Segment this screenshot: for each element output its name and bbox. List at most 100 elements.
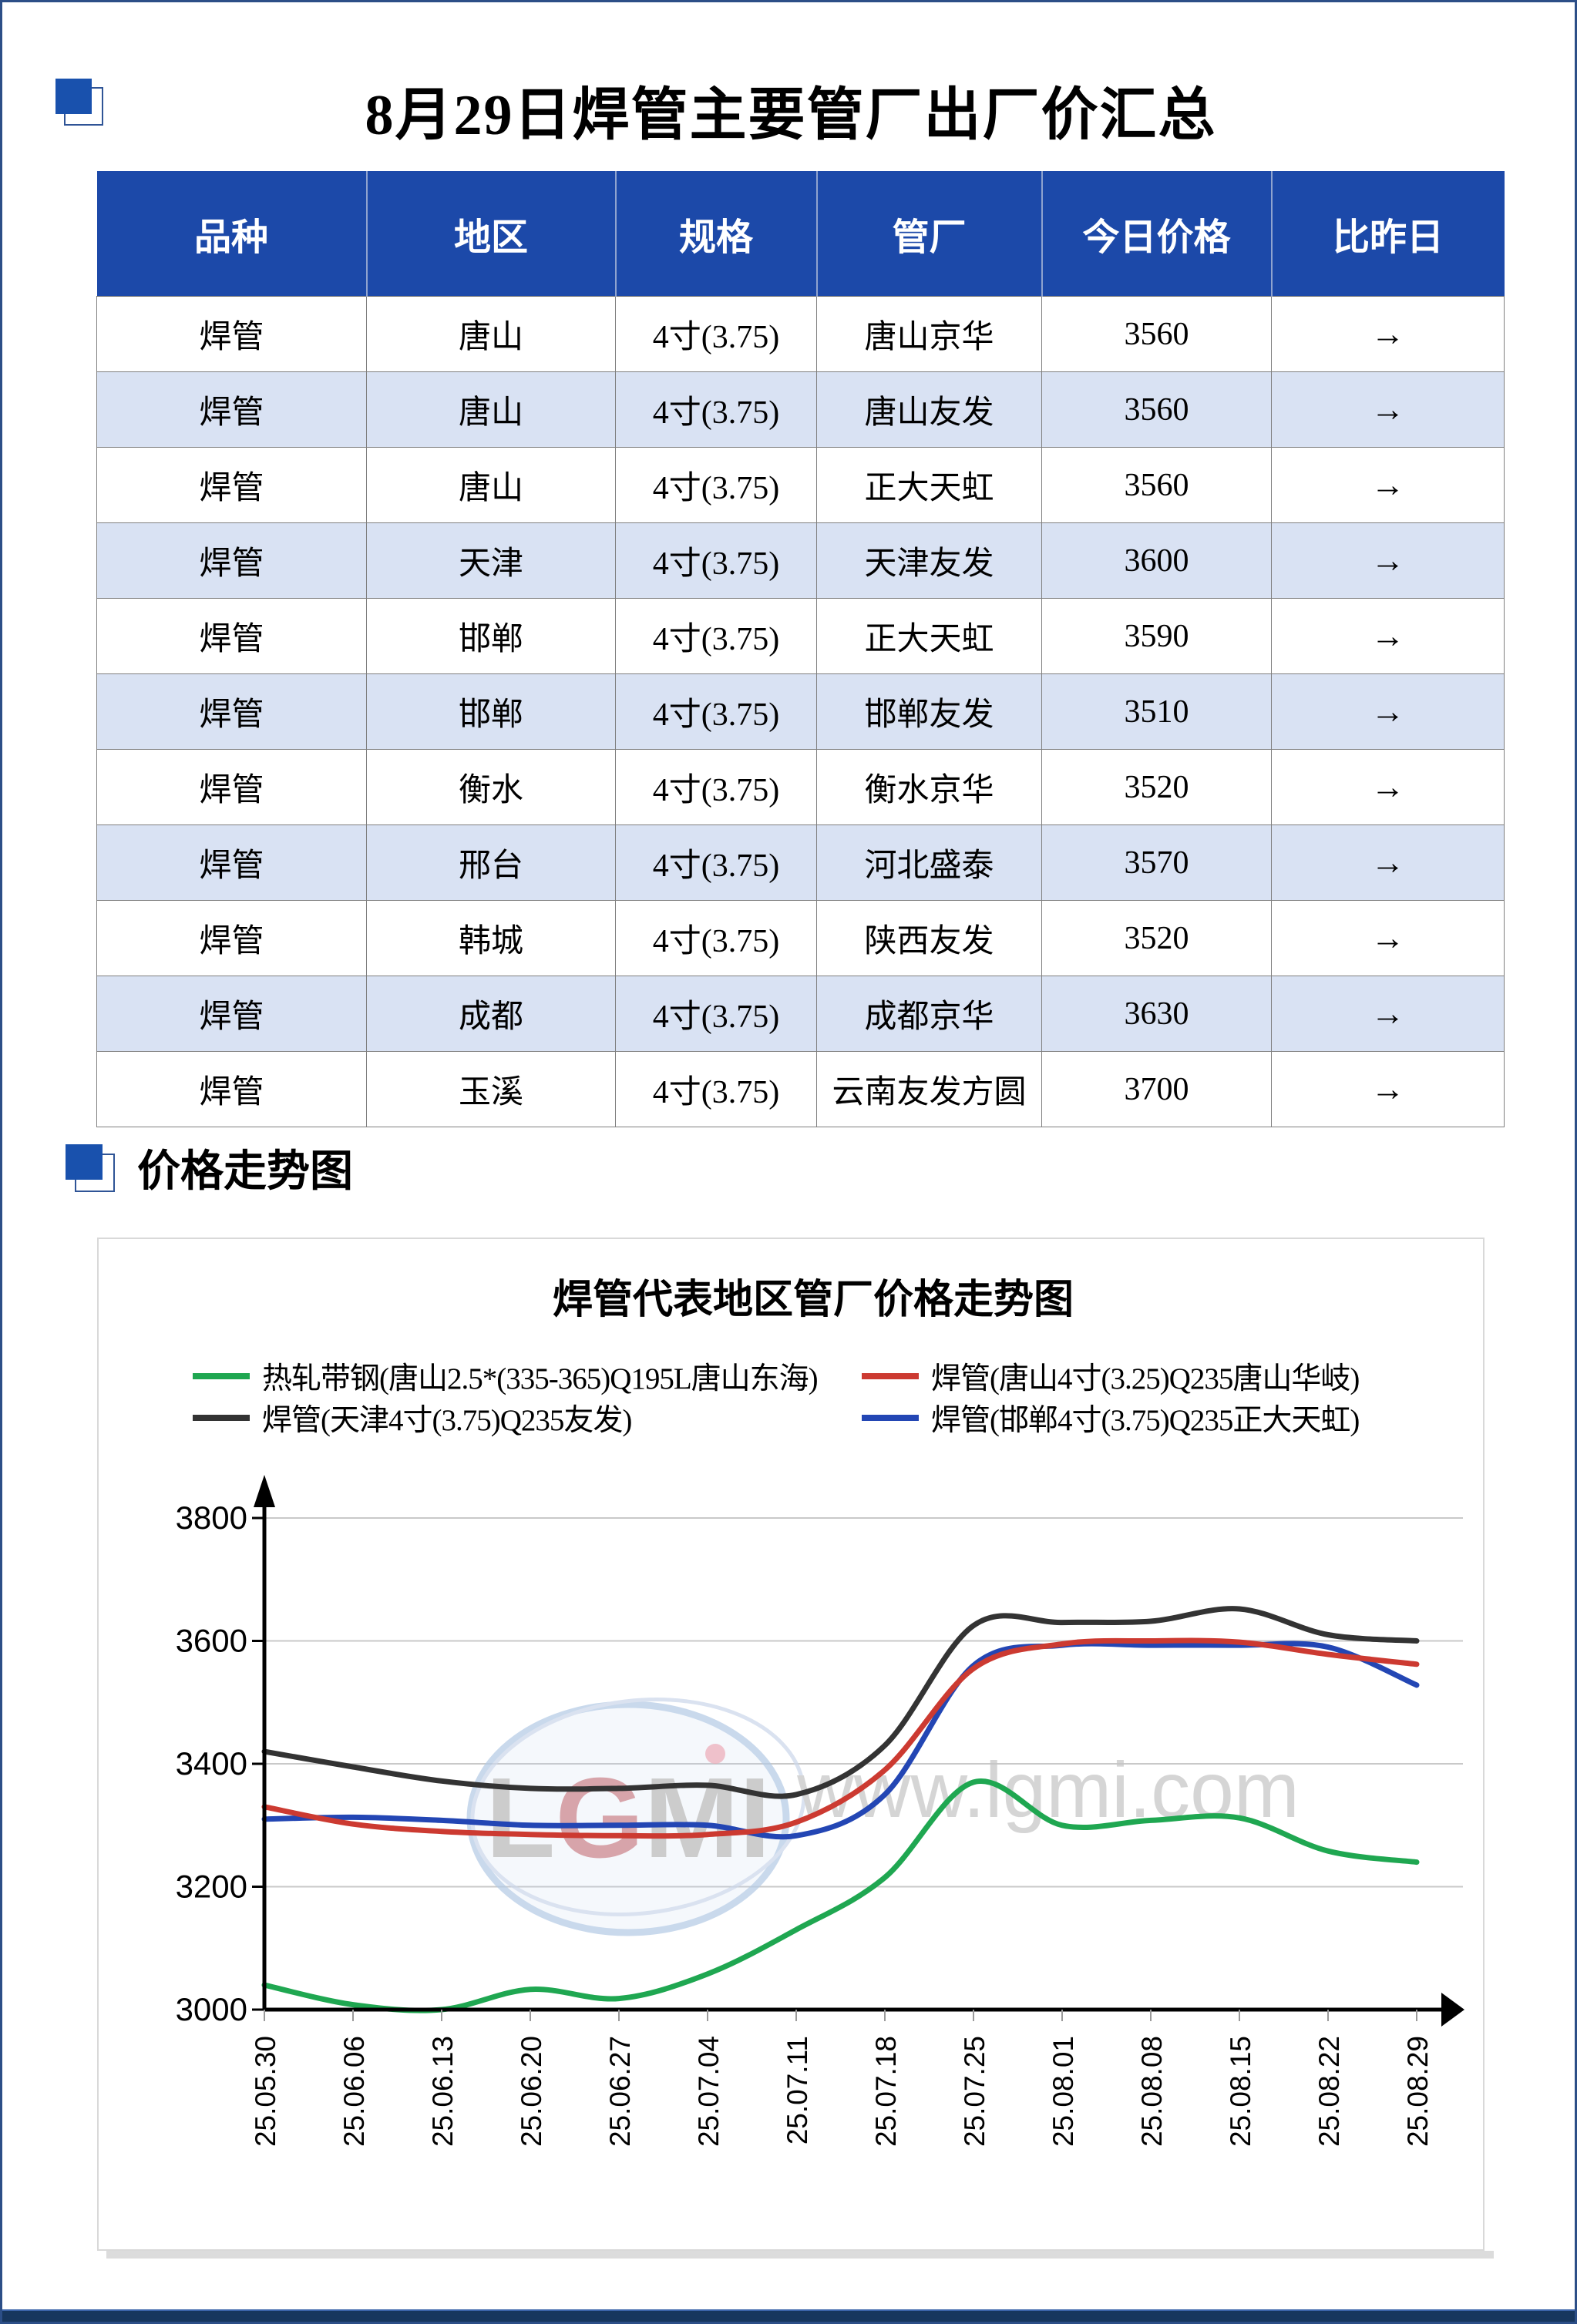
- y-tick-label: 3200: [176, 1869, 247, 1905]
- series-line: [261, 1606, 1420, 1799]
- table-cell: 4寸(3.75): [615, 1051, 817, 1127]
- table-row: 焊管 韩城 4寸(3.75) 陕西友发 3520 →: [96, 900, 1505, 976]
- table-header: 品种 地区 规格 管厂 今日价格 比昨日: [96, 171, 1505, 297]
- table-cell: 3520: [1041, 900, 1272, 976]
- series-line: [261, 1641, 1420, 1840]
- x-tick-label: 25.05.30: [250, 2036, 281, 2147]
- table-cell: 4寸(3.75): [615, 296, 817, 372]
- legend-item: 焊管(天津4寸(3.75)Q235友发): [193, 1399, 632, 1437]
- x-tick-label: 25.07.11: [782, 2036, 813, 2144]
- table-cell: 4寸(3.75): [615, 976, 817, 1052]
- table-cell: 焊管: [96, 1051, 367, 1127]
- table-cell: 云南友发方圆: [816, 1051, 1042, 1127]
- table-cell: 3520: [1041, 749, 1272, 825]
- x-tick-label: 25.08.22: [1313, 2036, 1345, 2147]
- legend-line-swatch: [193, 1373, 250, 1379]
- chart-title: 焊管代表地区管厂价格走势图: [552, 1278, 1074, 1322]
- table-cell: 3570: [1041, 824, 1272, 901]
- price-trend-chart-card: 焊管代表地区管厂价格走势图 热轧带钢(唐山2.5*(335-365)Q195L唐…: [97, 1238, 1485, 2251]
- table-cell: 衡水京华: [816, 749, 1042, 825]
- table-row: 焊管 邯郸 4寸(3.75) 邯郸友发 3510 →: [96, 673, 1505, 750]
- table-cell: 唐山: [366, 371, 616, 448]
- x-tick-label: 25.08.01: [1047, 2036, 1079, 2147]
- table-cell: 成都京华: [816, 976, 1042, 1052]
- x-tick-label: 25.08.29: [1402, 2036, 1434, 2147]
- series-line: [261, 1778, 1420, 2013]
- column-header: 地区: [365, 171, 616, 297]
- legend-item: 焊管(唐山4寸(3.25)Q235唐山华岐): [862, 1358, 1360, 1395]
- table-row: 焊管 唐山 4寸(3.75) 正大天虹 3560 →: [96, 447, 1505, 523]
- legend-item: 热轧带钢(唐山2.5*(335-365)Q195L唐山东海): [193, 1358, 819, 1395]
- table-cell: 4寸(3.75): [615, 824, 817, 901]
- table-cell: 4寸(3.75): [615, 673, 817, 750]
- table-row: 焊管 唐山 4寸(3.75) 唐山友发 3560 →: [96, 371, 1505, 448]
- x-tick-label: 25.06.13: [427, 2036, 459, 2147]
- watermark-logo-dot: [705, 1744, 725, 1764]
- table-cell: 焊管: [96, 824, 367, 901]
- trend-arrow-cell: →: [1271, 598, 1505, 674]
- table-row: 焊管 衡水 4寸(3.75) 衡水京华 3520 →: [96, 749, 1505, 825]
- table-cell: 唐山: [366, 296, 616, 372]
- table-cell: 3630: [1041, 976, 1272, 1052]
- chart-card-shadow: [106, 2251, 1494, 2259]
- table-cell: 玉溪: [366, 1051, 616, 1127]
- legend-line-swatch: [862, 1415, 919, 1421]
- legend-label: 热轧带钢(唐山2.5*(335-365)Q195L唐山东海): [262, 1362, 819, 1395]
- trend-arrow-cell: →: [1271, 673, 1505, 750]
- legend-label: 焊管(唐山4寸(3.25)Q235唐山华岐): [931, 1362, 1360, 1395]
- x-tick-label: 25.06.06: [338, 2036, 370, 2147]
- y-tick-label: 3800: [176, 1500, 247, 1536]
- y-tick-label: 3600: [176, 1623, 247, 1659]
- x-axis-arrow: [1441, 1993, 1464, 2027]
- table-cell: 韩城: [366, 900, 616, 976]
- table-cell: 邯郸友发: [816, 673, 1042, 750]
- x-tick-label: 25.06.27: [604, 2036, 636, 2147]
- table-cell: 焊管: [96, 976, 367, 1052]
- table-cell: 邢台: [366, 824, 616, 901]
- table-cell: 4寸(3.75): [615, 749, 817, 825]
- trend-arrow-cell: →: [1271, 447, 1505, 523]
- column-header: 品种: [96, 171, 367, 297]
- table-cell: 唐山: [366, 447, 616, 523]
- table-cell: 4寸(3.75): [615, 371, 817, 448]
- column-header: 管厂: [815, 171, 1042, 297]
- table-row: 焊管 成都 4寸(3.75) 成都京华 3630 →: [96, 976, 1505, 1052]
- table-cell: 天津友发: [816, 522, 1042, 599]
- table-row: 焊管 邢台 4寸(3.75) 河北盛泰 3570 →: [96, 824, 1505, 901]
- title-accent-squares: [55, 79, 117, 133]
- table-cell: 3560: [1041, 371, 1272, 448]
- table-cell: 河北盛泰: [816, 824, 1042, 901]
- watermark-logo-text: LGMI: [486, 1755, 771, 1882]
- column-header: 比昨日: [1270, 171, 1505, 297]
- trend-arrow-cell: →: [1271, 900, 1505, 976]
- trend-arrow-cell: →: [1271, 749, 1505, 825]
- trend-line-plot: LGMI www.lgmi.com 3000 3200 3400 3600 3800 25.0…: [176, 1475, 1464, 2147]
- table-cell: 焊管: [96, 522, 367, 599]
- y-tick-label: 3000: [176, 1991, 247, 2027]
- footer-bar: [2, 2309, 1575, 2322]
- watermark-ellipse: [466, 1701, 790, 1936]
- section-title: 价格走势图: [137, 1148, 353, 1196]
- table-cell: 焊管: [96, 900, 367, 976]
- trend-arrow-cell: →: [1271, 371, 1505, 448]
- price-summary-table: 品种 地区 规格 管厂 今日价格 比昨日 焊管 唐山 4寸(3.75) 唐山京华 3560 → 焊管唐…: [96, 171, 1505, 1127]
- table-row: 焊管 唐山 4寸(3.75) 唐山京华 3560 →: [96, 296, 1505, 372]
- table-cell: 邯郸: [366, 673, 616, 750]
- accent-solid-square: [66, 1144, 103, 1180]
- trend-arrow-cell: →: [1271, 1051, 1505, 1127]
- table-row: 焊管 玉溪 4寸(3.75) 云南友发方圆 3700 →: [96, 1051, 1505, 1127]
- table-cell: 3560: [1041, 447, 1272, 523]
- legend-label: 焊管(邯郸4寸(3.75)Q235正大天虹): [931, 1404, 1360, 1437]
- table-cell: 陕西友发: [816, 900, 1042, 976]
- table-cell: 焊管: [96, 371, 367, 448]
- x-tick-label: 25.07.04: [693, 2036, 725, 2147]
- trend-arrow-cell: →: [1271, 296, 1505, 372]
- legend-line-swatch: [193, 1415, 250, 1421]
- table-cell: 3510: [1041, 673, 1272, 750]
- table-cell: 4寸(3.75): [615, 522, 817, 599]
- series-line: [261, 1637, 1420, 1839]
- column-header: 规格: [614, 171, 817, 297]
- table-cell: 焊管: [96, 447, 367, 523]
- table-row: 焊管 天津 4寸(3.75) 天津友发 3600 →: [96, 522, 1505, 599]
